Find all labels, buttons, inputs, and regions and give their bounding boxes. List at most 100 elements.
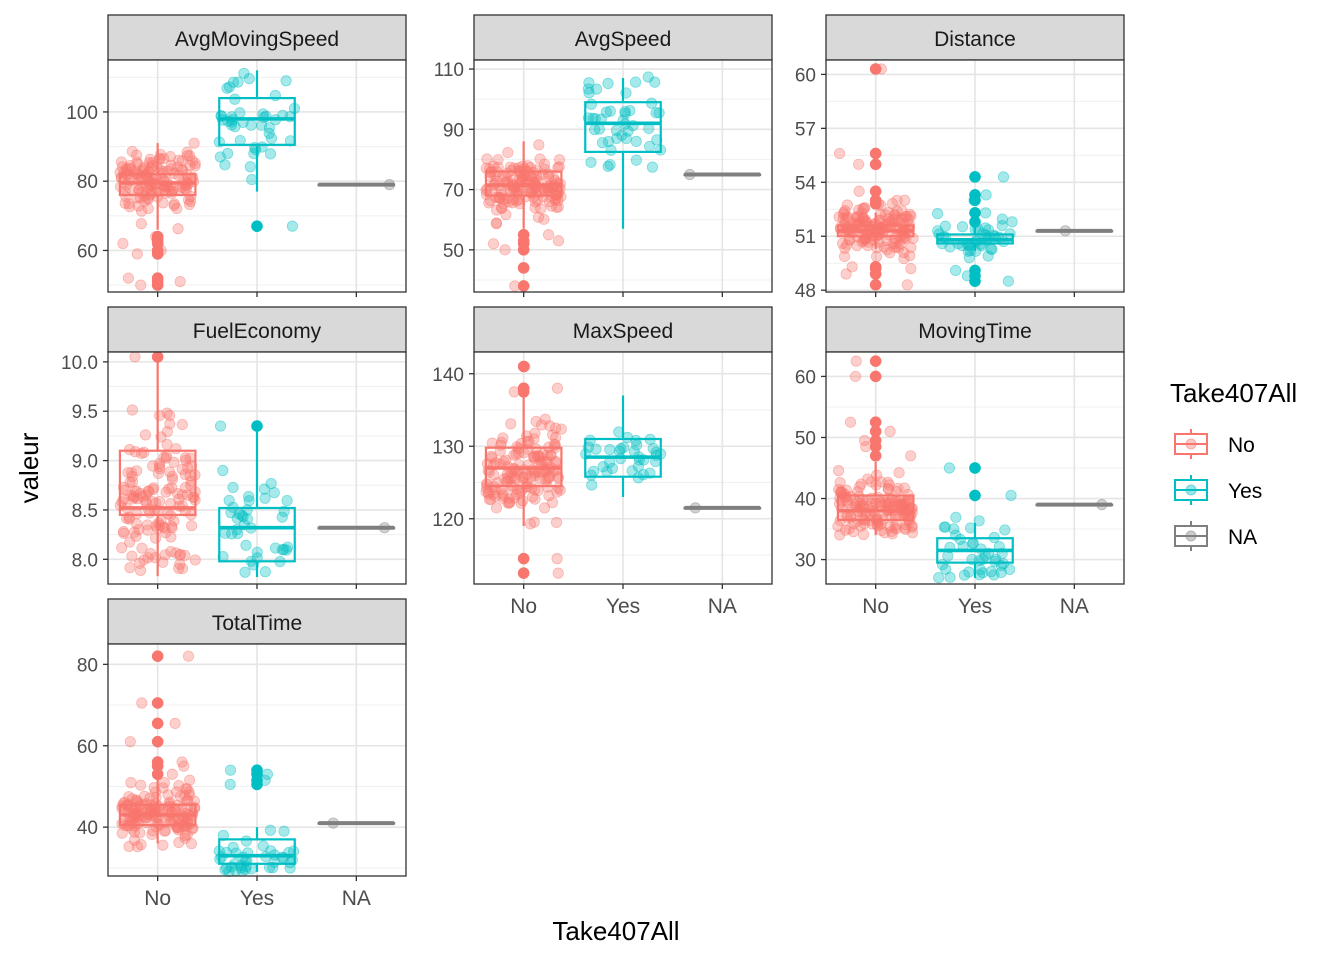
jitter-point <box>844 234 856 246</box>
box <box>218 838 296 865</box>
facet-panel-Distance: Distance 48 51 54 57 60 <box>795 14 1125 302</box>
y-tick-label: 48 <box>795 281 816 302</box>
jitter-point <box>530 443 542 455</box>
jitter-point <box>647 442 659 455</box>
jitter-point <box>552 567 564 579</box>
outlier-point <box>517 280 530 292</box>
jitter-point <box>529 493 541 505</box>
jitter-point <box>158 451 170 463</box>
jitter-point <box>938 521 950 533</box>
jitter-point <box>582 83 594 95</box>
jitter-point <box>602 135 615 148</box>
jitter-point <box>173 493 185 505</box>
outlier-point <box>151 248 164 260</box>
jitter-point <box>258 483 270 495</box>
jitter-point <box>176 463 188 475</box>
jitter-point <box>219 527 231 539</box>
jitter-point <box>186 460 198 472</box>
jitter-point <box>889 209 901 221</box>
group-NA <box>1035 499 1114 511</box>
jitter-point <box>944 571 956 583</box>
jitter-point <box>895 213 908 225</box>
outlier-point <box>969 489 981 502</box>
jitter-point <box>886 525 898 538</box>
x-tick-label: No <box>144 887 171 910</box>
jitter-point <box>182 650 195 662</box>
jitter-point <box>179 452 192 464</box>
jitter-point <box>122 466 134 479</box>
jitter-point <box>555 423 567 435</box>
jitter-point <box>651 134 663 146</box>
jitter-point <box>259 492 271 504</box>
jitter-point <box>514 487 526 499</box>
facet-strip-label: AvgMovingSpeed <box>175 28 339 51</box>
jitter-point <box>859 213 871 226</box>
jitter-point <box>181 149 194 162</box>
jitter-point <box>600 106 612 118</box>
jitter-point <box>838 250 851 263</box>
jitter-point <box>843 523 855 535</box>
jitter-point <box>543 490 555 502</box>
jitter-point <box>281 494 293 507</box>
jitter-point <box>123 791 135 803</box>
jitter-point <box>862 473 874 485</box>
facet-strip <box>473 306 773 353</box>
jitter-point <box>980 189 992 201</box>
y-tick-label: 54 <box>795 173 817 194</box>
jitter-point <box>172 223 184 235</box>
jitter-point <box>988 569 1000 581</box>
jitter-point <box>263 122 275 134</box>
jitter-point <box>166 185 178 197</box>
jitter-point <box>244 161 256 173</box>
jitter-point <box>979 207 992 219</box>
jitter-point <box>124 536 136 548</box>
jitter-point <box>257 840 269 852</box>
jitter-point <box>539 502 551 514</box>
jitter-point <box>130 149 143 161</box>
jitter-point <box>217 464 229 477</box>
jitter-point <box>527 191 540 203</box>
jitter-point <box>264 148 277 160</box>
jitter-point <box>126 476 138 488</box>
jitter-point <box>173 562 185 574</box>
jitter-point <box>886 198 899 210</box>
jitter-point <box>510 448 522 460</box>
jitter-point <box>533 139 545 151</box>
jitter-point <box>849 370 862 383</box>
jitter-point <box>159 522 171 534</box>
jitter-point <box>145 162 157 174</box>
jitter-point <box>119 197 131 209</box>
jitter-point <box>157 839 169 851</box>
outlier-point <box>969 216 981 228</box>
legend-key-point <box>1185 438 1197 450</box>
jitter-point <box>838 206 850 219</box>
jitter-point <box>139 429 152 441</box>
jitter-point <box>899 194 911 206</box>
jitter-point <box>889 237 901 249</box>
jitter-point <box>866 497 879 510</box>
jitter-point <box>832 520 844 532</box>
jitter-point <box>133 523 145 536</box>
jitter-point <box>528 516 540 528</box>
jitter-point <box>545 449 557 461</box>
jitter-point <box>884 521 896 533</box>
jitter-point <box>587 465 600 477</box>
jitter-point <box>170 547 182 559</box>
jitter-point <box>164 800 176 812</box>
outlier-point <box>869 158 882 171</box>
jitter-point <box>144 153 156 165</box>
outlier-point <box>517 243 530 256</box>
jitter-point <box>128 834 141 846</box>
jitter-point <box>174 548 187 561</box>
outlier-point <box>517 360 530 373</box>
jitter-point <box>144 792 156 804</box>
jitter-point <box>531 450 544 462</box>
jitter-point <box>180 783 192 795</box>
jitter-point <box>502 146 514 159</box>
y-tick-label: 110 <box>434 60 464 81</box>
outlier-point <box>151 768 164 781</box>
jitter-point <box>173 154 185 166</box>
jitter-point <box>153 460 166 473</box>
jitter-point <box>632 460 644 473</box>
jitter-point <box>536 419 548 431</box>
